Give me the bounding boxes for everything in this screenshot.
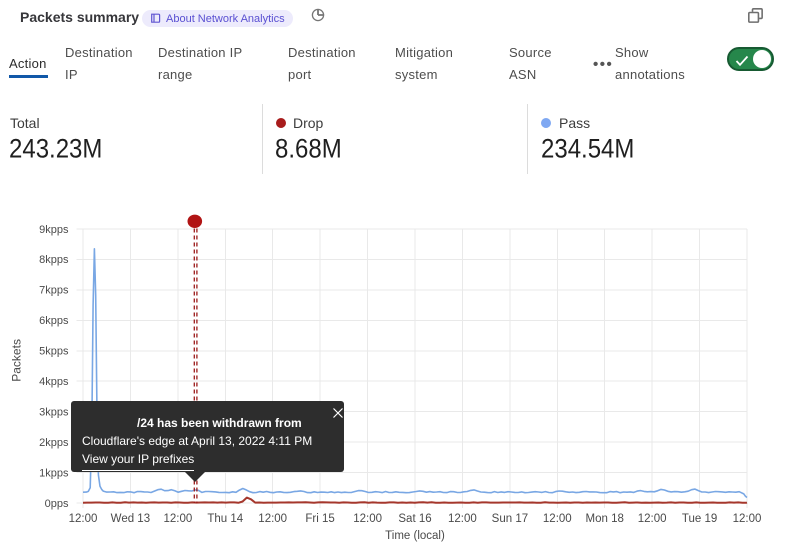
svg-text:12:00: 12:00 [448,513,477,525]
svg-text:12:00: 12:00 [164,513,193,525]
svg-text:2kpps: 2kpps [39,437,69,449]
svg-text:6kpps: 6kpps [39,315,69,327]
svg-text:4kpps: 4kpps [39,376,69,388]
svg-text:12:00: 12:00 [638,513,667,525]
svg-text:Sat 16: Sat 16 [398,513,431,525]
svg-text:12:00: 12:00 [543,513,572,525]
svg-text:Packets: Packets [10,339,24,382]
svg-text:8kpps: 8kpps [39,254,69,266]
svg-text:Tue 19: Tue 19 [682,513,717,525]
svg-text:Thu 14: Thu 14 [207,513,243,525]
svg-text:3kpps: 3kpps [39,407,69,419]
svg-text:5kpps: 5kpps [39,346,69,358]
svg-text:Sun 17: Sun 17 [492,513,528,525]
svg-text:Wed 13: Wed 13 [111,513,150,525]
svg-text:12:00: 12:00 [733,513,762,525]
svg-text:0pps: 0pps [45,498,69,510]
svg-text:12:00: 12:00 [353,513,382,525]
svg-text:Mon 18: Mon 18 [586,513,624,525]
svg-text:1kpps: 1kpps [39,467,69,479]
svg-text:12:00: 12:00 [258,513,287,525]
svg-text:12:00: 12:00 [69,513,98,525]
svg-text:9kpps: 9kpps [39,224,69,236]
svg-text:Fri 15: Fri 15 [305,513,334,525]
svg-text:7kpps: 7kpps [39,285,69,297]
svg-text:Time (local): Time (local) [385,530,445,542]
